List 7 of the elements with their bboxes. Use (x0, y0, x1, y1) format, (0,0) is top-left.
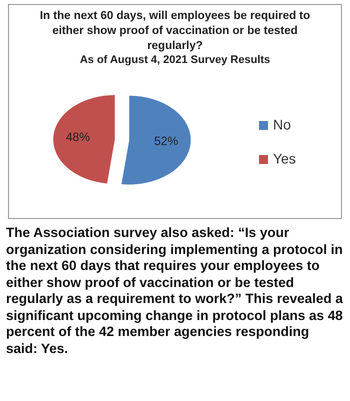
data-label: 48% (66, 130, 90, 144)
chart-subtitle: As of August 4, 2021 Survey Results (78, 54, 272, 68)
text: The Association survey also asked: “Is your organization considering implementing a protocol in the next 60 days that requires your employees to either show proof of vaccination or be tested regularly as a requirement to work?” This revealed a significant upcoming change in protocol plans as 48 percent of the 42 member agencies responding said: Yes. (6, 225, 344, 357)
legend-label: No (273, 116, 292, 133)
legend-label: Yes (273, 150, 296, 167)
chart-title: In the next 60 days, will employees be required to either show proof of vaccination or be tested regularly? (38, 9, 312, 54)
data-label: 52% (154, 134, 178, 148)
